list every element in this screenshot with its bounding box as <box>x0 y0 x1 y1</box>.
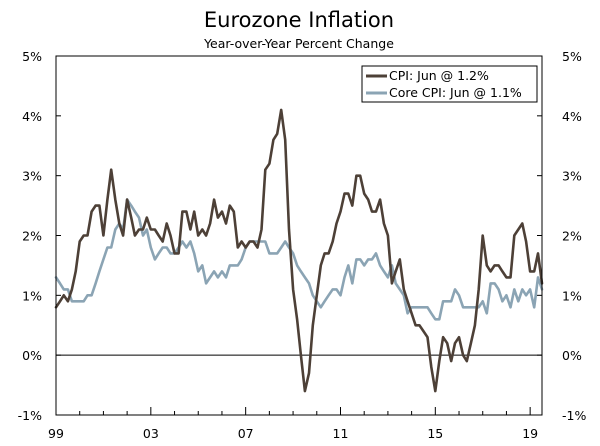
y-tick-label-left: 3% <box>22 169 42 184</box>
legend-label-core-cpi: Core CPI: Jun @ 1.1% <box>389 85 522 100</box>
plot-frame <box>55 55 543 416</box>
y-tick-label-right: 3% <box>562 169 582 184</box>
y-tick-label-left: 5% <box>22 49 42 64</box>
y-tick-label-left: -1% <box>18 408 42 423</box>
legend: CPI: Jun @ 1.2% Core CPI: Jun @ 1.1% <box>361 65 538 103</box>
y-tick-label-left: 0% <box>22 348 42 363</box>
series-line-core-cpi <box>54 198 544 321</box>
axis-tick-labels: -1% -1% 0% 0% 1% 1% 2% 2% 3% 3% 4% 4% 5% 5% 99 03 07 11 15… <box>18 49 587 441</box>
x-tick-label: 19 <box>522 426 538 441</box>
x-tick-label: 11 <box>333 426 349 441</box>
y-tick-label-right: 4% <box>562 109 582 124</box>
y-tick-label-left: 4% <box>22 109 42 124</box>
y-tick-label-right: 5% <box>562 49 582 64</box>
x-tick-label: 99 <box>48 426 64 441</box>
chart-title: Eurozone Inflation <box>204 8 394 32</box>
x-tick-label: 03 <box>143 426 159 441</box>
x-tick-label: 15 <box>427 426 443 441</box>
y-tick-label-right: 1% <box>562 288 582 303</box>
y-tick-label-right: 2% <box>562 229 582 244</box>
series-group <box>54 108 544 393</box>
x-tick-label: 07 <box>238 426 254 441</box>
y-tick-label-left: 1% <box>22 288 42 303</box>
y-tick-label-right: -1% <box>562 408 586 423</box>
legend-label-cpi: CPI: Jun @ 1.2% <box>389 68 489 83</box>
series-line-cpi <box>54 108 544 393</box>
legend-box <box>361 65 538 103</box>
y-tick-label-left: 2% <box>22 229 42 244</box>
chart-subtitle: Year-over-Year Percent Change <box>203 36 394 51</box>
y-tick-label-right: 0% <box>562 348 582 363</box>
